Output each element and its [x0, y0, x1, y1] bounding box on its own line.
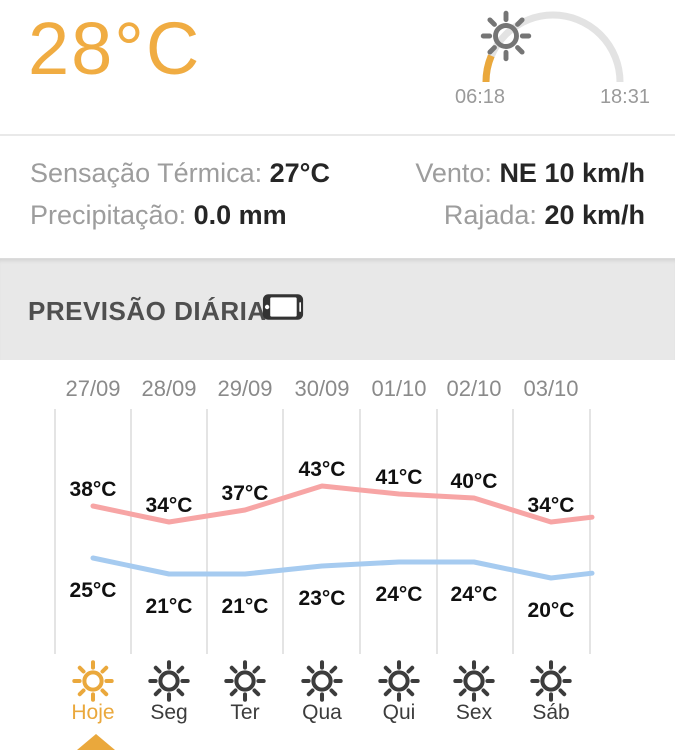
feels-like-label: Sensação Térmica: — [30, 158, 263, 188]
gust-stat: Rajada: 20 km/h — [444, 200, 645, 231]
date-label: 28/09 — [141, 376, 197, 401]
date-label: 01/10 — [371, 376, 427, 401]
feels-like-value: 27°C — [269, 158, 330, 188]
max-temperature-line — [90, 483, 595, 525]
day-column-qui[interactable]: Qui — [361, 658, 437, 725]
sun-icon — [478, 8, 534, 64]
gust-label: Rajada: — [443, 200, 537, 230]
min-temp-label: 21°C — [145, 595, 193, 618]
feels-like-stat: Sensação Térmica: 27°C — [30, 158, 330, 189]
min-temp-label: 21°C — [221, 595, 269, 618]
sun-arc-widget — [478, 8, 630, 90]
date-label: 03/10 — [523, 376, 579, 401]
sun-icon — [299, 658, 345, 704]
sun-arc-progress — [482, 54, 495, 83]
sun-icon — [376, 658, 422, 704]
details-section: Sensação Térmica: 27°C Precipitação: 0.0… — [0, 136, 675, 258]
day-label: Sáb — [532, 701, 570, 724]
temperature-line-chart — [54, 409, 595, 654]
day-column-hoje[interactable]: Hoje — [55, 658, 131, 725]
day-column-qua[interactable]: Qua — [284, 658, 360, 725]
min-temp-label: 23°C — [298, 587, 346, 610]
current-conditions-section: 28°C 06:18 18:31 — [0, 0, 675, 148]
min-temp-label: 24°C — [450, 583, 498, 606]
daily-forecast-header: PREVISÃO DIÁRIA — [0, 258, 675, 361]
gust-value: 20 km/h — [544, 200, 645, 230]
max-temp-label: 43°C — [298, 458, 346, 481]
day-column-seg[interactable]: Seg — [131, 658, 207, 725]
day-column-sex[interactable]: Sex — [436, 658, 512, 725]
sun-icon — [146, 658, 192, 704]
sunset-time: 18:31 — [599, 86, 650, 108]
day-column-ter[interactable]: Ter — [207, 658, 283, 725]
min-temperature-line — [90, 555, 595, 581]
sun-icon — [528, 658, 574, 704]
min-temp-label: 25°C — [69, 579, 117, 602]
sunrise-time: 06:18 — [455, 86, 506, 108]
sun-icon — [451, 658, 497, 704]
day-label: Sex — [455, 701, 493, 724]
max-temp-label: 34°C — [527, 494, 575, 517]
day-label: Hoje — [71, 701, 115, 724]
precipitation-value: 0.0 mm — [193, 200, 287, 230]
current-temperature: 28°C — [28, 7, 202, 90]
day-column-sab[interactable]: Sáb — [513, 658, 589, 725]
max-temp-label: 37°C — [221, 482, 269, 505]
date-label: 02/10 — [446, 376, 502, 401]
min-temp-label: 20°C — [527, 599, 575, 622]
max-temp-label: 41°C — [375, 466, 423, 489]
day-label: Ter — [230, 701, 260, 724]
sun-icon — [222, 658, 268, 704]
max-temp-label: 34°C — [145, 494, 193, 517]
daily-forecast-title: PREVISÃO DIÁRIA — [28, 296, 267, 326]
day-label: Qui — [382, 701, 416, 724]
wind-label: Vento: — [415, 158, 492, 188]
precipitation-label: Precipitação: — [30, 200, 187, 230]
precipitation-stat: Precipitação: 0.0 mm — [30, 200, 287, 231]
daily-forecast-chart[interactable]: 27/09 28/09 29/09 30/09 01/10 02/10 03/1… — [0, 360, 675, 750]
date-label: 30/09 — [294, 376, 350, 401]
today-indicator-triangle — [77, 734, 115, 750]
wind-stat: Vento: NE 10 km/h — [415, 158, 645, 189]
max-temp-label: 40°C — [450, 470, 498, 493]
rotate-phone-icon[interactable] — [262, 293, 304, 321]
max-temp-label: 38°C — [69, 478, 117, 501]
date-label: 27/09 — [65, 376, 121, 401]
sun-icon — [70, 658, 116, 704]
day-label: Qua — [302, 701, 342, 724]
day-label: Seg — [150, 701, 188, 724]
min-temp-label: 24°C — [375, 583, 423, 606]
date-label: 29/09 — [217, 376, 273, 401]
wind-value: NE 10 km/h — [499, 158, 645, 188]
